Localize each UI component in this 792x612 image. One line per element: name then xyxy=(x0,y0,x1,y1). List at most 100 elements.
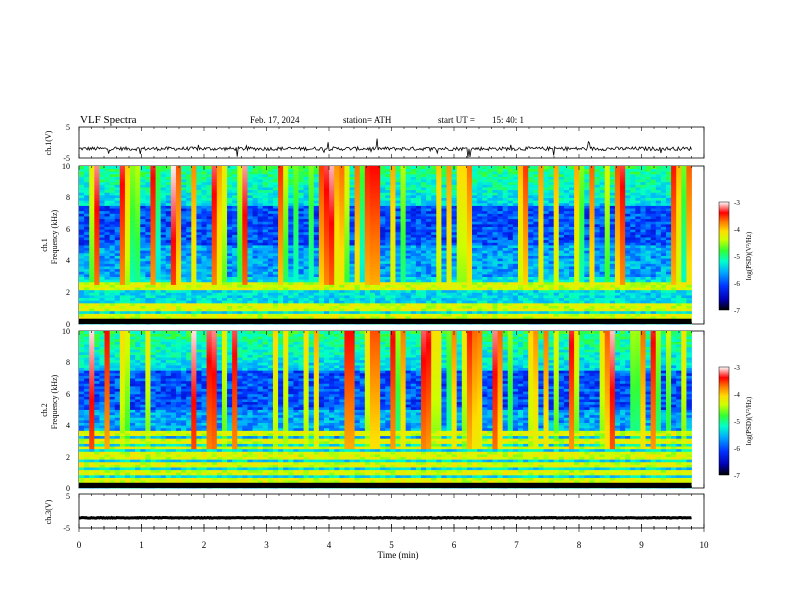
spectrogram-cell xyxy=(589,263,595,267)
spectrogram-cell xyxy=(160,284,167,288)
spectrogram-cell xyxy=(650,300,657,304)
spectrogram-cell xyxy=(604,305,611,309)
spectrogram-cell xyxy=(390,295,396,299)
spectrogram-cell xyxy=(257,234,264,238)
spectrogram-cell xyxy=(124,223,131,227)
spectrogram-cell xyxy=(456,279,463,283)
spectrogram-cell xyxy=(324,221,330,225)
spectrogram-cell xyxy=(227,287,233,291)
spectrogram-cell xyxy=(405,281,412,285)
spectrogram-cell xyxy=(574,279,580,283)
spectrogram-cell xyxy=(99,242,105,246)
spectrogram-cell xyxy=(640,281,646,285)
spectrogram-cell xyxy=(359,231,366,235)
spectrogram-cell xyxy=(579,276,585,280)
spectrogram-cell xyxy=(380,223,386,227)
spectrogram-cell xyxy=(574,295,580,299)
spectrogram-cell xyxy=(344,302,350,306)
spectrogram-cell xyxy=(211,271,218,275)
spectrogram-cell xyxy=(359,302,366,306)
spectrogram-cell xyxy=(589,258,595,262)
spectrogram-cell xyxy=(324,281,330,285)
spectrogram-cell xyxy=(405,226,412,230)
spectrogram-cell xyxy=(507,258,514,262)
spectrogram-cell xyxy=(99,252,105,256)
spectrogram-cell xyxy=(390,242,396,246)
spectrogram-cell xyxy=(160,255,167,259)
spectrogram-cell xyxy=(395,273,401,277)
spectrogram-cell xyxy=(594,218,601,222)
spectrogram-cell xyxy=(502,308,509,312)
spectrogram-cell xyxy=(89,308,95,312)
spectrogram-cell xyxy=(410,252,417,256)
spectrogram-cell xyxy=(523,229,529,233)
spectrogram-cell xyxy=(84,284,90,288)
spectrogram-cell xyxy=(487,234,493,238)
spectrogram-cell xyxy=(99,297,105,301)
spectrogram-cell xyxy=(170,247,177,251)
spectrogram-cell xyxy=(257,255,264,259)
spectrogram-cell xyxy=(175,316,182,320)
spectrogram-cell xyxy=(380,316,386,320)
spectrogram-cell xyxy=(165,281,172,285)
spectrogram-cell xyxy=(543,234,549,238)
spectrogram-cell xyxy=(415,297,422,301)
spectrogram-cell xyxy=(538,316,544,320)
spectrogram-cell xyxy=(665,313,672,317)
spectrogram-cell xyxy=(405,231,412,235)
spectrogram-cell xyxy=(497,239,504,243)
spectrogram-cell xyxy=(145,226,151,230)
spectrogram-cell xyxy=(614,258,621,262)
spectrogram-cell xyxy=(665,221,672,225)
spectrogram-cell xyxy=(523,268,529,272)
spectrogram-cell xyxy=(369,234,376,238)
spectrogram-cell xyxy=(94,229,100,233)
spectrogram-cell xyxy=(385,221,391,225)
spectrogram-cell xyxy=(344,231,350,235)
spectrogram-cell xyxy=(410,234,417,238)
spectrogram-cell xyxy=(359,266,366,270)
spectrogram-cell xyxy=(512,229,519,233)
spectrogram-cell xyxy=(344,226,350,230)
spectrogram-cell xyxy=(186,260,192,264)
spectrogram-cell xyxy=(140,237,146,241)
spectrogram-cell xyxy=(594,223,601,227)
spectrogram-cell xyxy=(242,308,248,312)
spectrogram-cell xyxy=(385,229,391,233)
spectrogram-cell xyxy=(665,237,672,241)
spectrogram-cell xyxy=(155,287,162,291)
spectrogram-cell xyxy=(553,231,560,235)
spectrogram-cell xyxy=(614,221,621,225)
spectrogram-cell xyxy=(84,263,90,267)
spectrogram-cell xyxy=(410,287,417,291)
spectrogram-cell xyxy=(201,273,207,277)
spectrogram-cell xyxy=(298,287,304,291)
spectrogram-cell xyxy=(99,271,105,275)
spectrogram-cell xyxy=(507,247,514,251)
spectrogram-cell xyxy=(380,281,386,285)
spectrogram-cell xyxy=(99,287,105,291)
spectrogram-cell xyxy=(104,302,111,306)
spectrogram-cell xyxy=(324,287,330,291)
spectrogram-cell xyxy=(630,266,636,270)
spectrogram-cell xyxy=(517,245,524,249)
spectrogram-cell xyxy=(451,234,458,238)
spectrogram-cell xyxy=(543,308,549,312)
spectrogram-cell xyxy=(237,237,243,241)
spectrogram-cell xyxy=(548,258,555,262)
spectrogram-cell xyxy=(313,229,320,233)
spectrogram-cell xyxy=(604,281,611,285)
spectrogram-cell xyxy=(635,292,641,296)
spectrogram-cell xyxy=(426,247,432,251)
spectrogram-cell xyxy=(375,300,381,304)
spectrogram-cell xyxy=(640,239,646,243)
spectrogram-cell xyxy=(420,310,427,314)
spectrogram-cell xyxy=(318,258,325,262)
spectrogram-cell xyxy=(558,263,565,267)
spectrogram-cell xyxy=(671,263,677,267)
spectrogram-cell xyxy=(507,289,514,293)
spectrogram-cell xyxy=(538,229,544,233)
spectrogram-cell xyxy=(272,234,279,238)
spectrogram-cell xyxy=(369,276,376,280)
spectrogram-cell xyxy=(426,216,432,220)
